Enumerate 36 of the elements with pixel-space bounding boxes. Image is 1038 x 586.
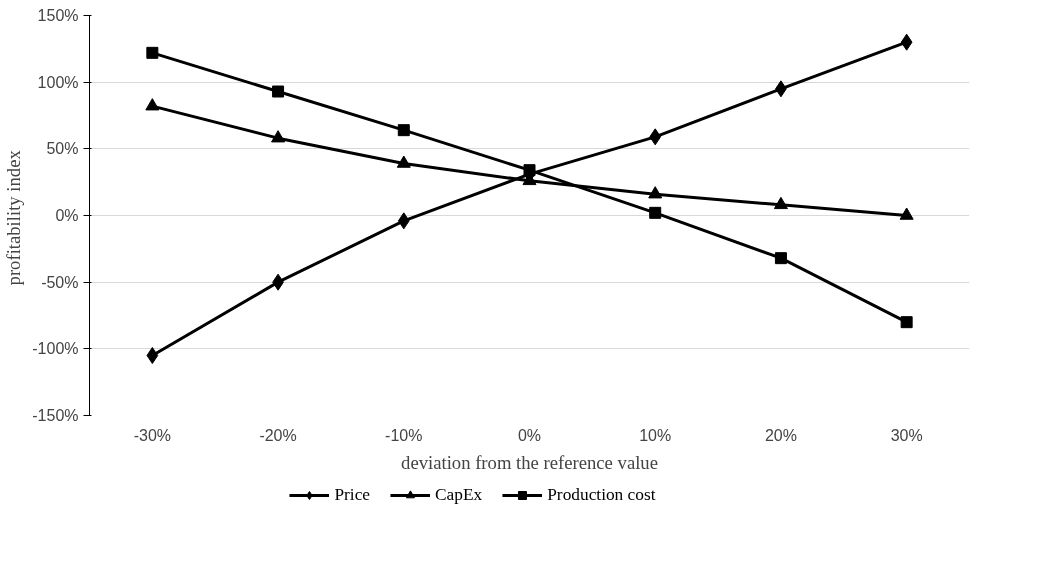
y-tick-label: 50% [46, 140, 79, 158]
x-tick-label: 20% [764, 426, 797, 444]
point [900, 316, 913, 329]
x-tick-label: -30% [133, 426, 172, 444]
point [397, 124, 410, 137]
y-tick-label: 0% [55, 207, 79, 224]
x-tick-label: -10% [385, 426, 423, 444]
y-tick-label: 150% [37, 7, 79, 24]
x-axis-title: deviation from the reference value [401, 451, 658, 473]
point [649, 206, 662, 219]
point [900, 33, 913, 51]
point [146, 347, 159, 364]
y-tick-label: -100% [32, 340, 79, 358]
y-axis-title: profitability index [3, 149, 25, 286]
point [648, 186, 663, 199]
point [899, 207, 914, 220]
legend-label: CapEx [435, 485, 483, 505]
point [773, 196, 788, 210]
point [649, 128, 662, 146]
point [272, 85, 285, 98]
legend-label: Production cost [547, 485, 656, 505]
x-tick-label: 0% [517, 426, 542, 444]
point [271, 130, 286, 143]
point [397, 212, 410, 230]
y-tick-label: 100% [37, 73, 79, 91]
point [774, 252, 787, 265]
point [396, 155, 411, 168]
point [145, 98, 160, 111]
x-tick-label: -20% [259, 426, 297, 444]
legend-label: Price [334, 485, 371, 505]
point [146, 46, 159, 59]
y-tick-label: -150% [32, 407, 79, 424]
y-tick-label: -50% [41, 273, 79, 291]
point [523, 164, 536, 177]
x-tick-label: 10% [639, 426, 672, 444]
x-tick-label: 30% [890, 426, 923, 444]
